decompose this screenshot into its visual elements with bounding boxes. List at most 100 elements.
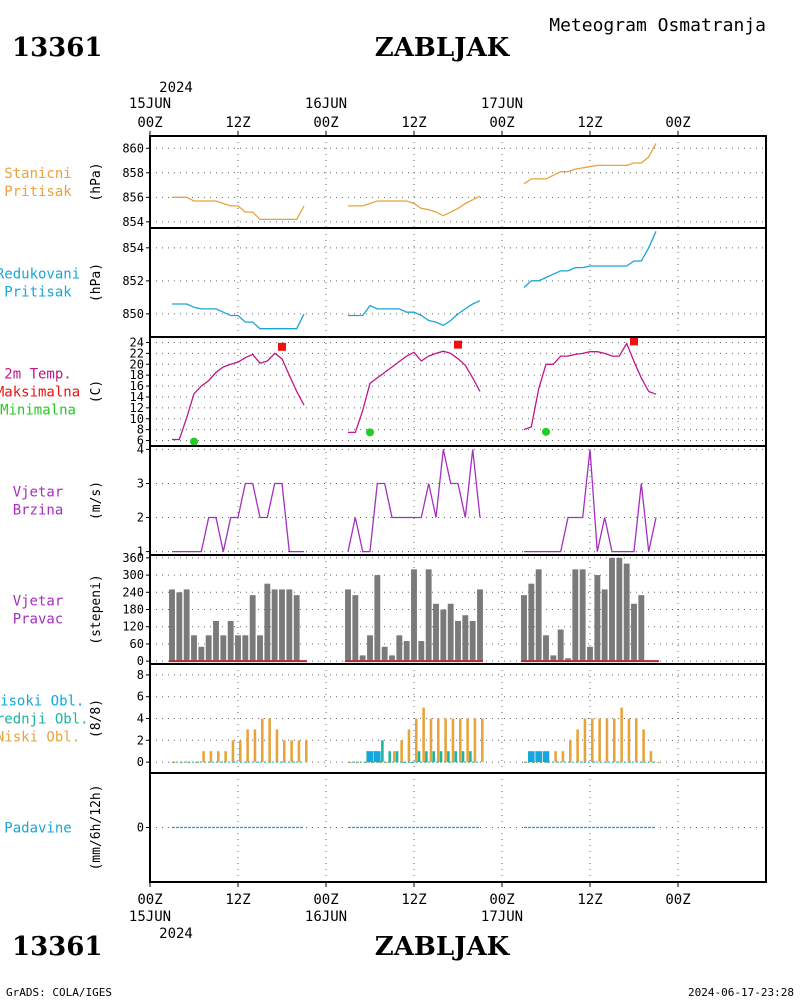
wind-direction-bar	[462, 615, 469, 662]
panel-label: 2m Temp.	[4, 367, 71, 383]
y-axis-unit: (hPa)	[89, 162, 104, 201]
wind-direction-bar	[352, 595, 359, 662]
y-tick-label: 180	[122, 603, 144, 617]
y-tick-label: 0	[137, 654, 144, 668]
station-pressure-line	[523, 143, 657, 185]
wind-direction-bar	[579, 569, 586, 662]
hour-label-top: 00Z	[313, 115, 338, 131]
low-cloud-bar	[598, 718, 601, 763]
date-label-top: 16JUN	[305, 96, 347, 112]
wind-direction-bar	[411, 569, 417, 662]
panel-label: Srednji Obl.	[0, 712, 89, 728]
wind-direction-bar	[587, 646, 593, 662]
wind-direction-bar	[433, 603, 439, 662]
y-tick-label: 6	[137, 690, 144, 704]
wind-direction-bar	[213, 620, 219, 662]
low-cloud-bar	[305, 740, 308, 763]
station-pressure-line	[348, 195, 481, 217]
wind-direction-bar	[477, 589, 483, 662]
mid-cloud-bar	[417, 751, 421, 763]
wind-direction-bar	[565, 658, 571, 662]
wind-direction-bar	[638, 595, 645, 662]
product-title: Meteogram Osmatranja	[549, 15, 766, 36]
low-cloud-bar	[437, 718, 440, 763]
wind-direction-bar	[381, 646, 388, 662]
y-tick-label: 3	[137, 476, 144, 490]
mid-cloud-bar	[447, 751, 450, 763]
wind-direction-bar	[271, 589, 278, 662]
y-tick-label: 120	[122, 620, 144, 634]
y-tick-label: 850	[122, 307, 144, 321]
y-tick-label: 0	[137, 821, 144, 835]
y-tick-label: 860	[122, 141, 144, 155]
wind-direction-bar	[601, 589, 608, 662]
wind-direction-bar	[455, 620, 461, 662]
mid-cloud-bar	[469, 751, 472, 763]
date-label-bottom: 17JUN	[481, 909, 523, 925]
low-cloud-bar	[561, 751, 565, 763]
temperature-line	[172, 352, 305, 441]
low-cloud-bar	[481, 718, 484, 763]
high-cloud-bar	[535, 751, 542, 763]
wind-direction-bar	[198, 646, 205, 662]
y-tick-label: 16	[130, 379, 144, 393]
reduced-pressure-line	[523, 231, 657, 288]
y-tick-label: 60	[130, 637, 144, 651]
tmax-marker	[278, 342, 286, 351]
panel-label: Pritisak	[4, 184, 72, 200]
low-cloud-bar	[231, 740, 235, 763]
footer-timestamp: 2024-06-17-23:28	[688, 986, 794, 999]
low-cloud-bar	[451, 718, 455, 763]
wind-direction-bar	[345, 589, 351, 662]
mid-cloud-bar	[410, 762, 413, 764]
y-tick-label: 6	[137, 434, 144, 448]
wind-direction-bar	[235, 635, 241, 662]
y-axis-unit: (C)	[89, 380, 104, 403]
y-axis-unit: (8/8)	[89, 699, 104, 738]
y-tick-label: 18	[130, 368, 144, 382]
low-cloud-bar	[261, 718, 264, 763]
y-tick-label: 854	[122, 215, 144, 229]
y-tick-label: 8	[137, 668, 144, 682]
low-cloud-bar	[393, 751, 396, 763]
low-cloud-bar	[525, 762, 528, 764]
wind-direction-bar	[550, 655, 557, 662]
wind-direction-bar	[543, 635, 549, 662]
low-cloud-bar	[275, 729, 279, 763]
temperature-line	[523, 342, 657, 431]
y-tick-label: 1	[137, 545, 144, 559]
mid-cloud-bar	[388, 751, 391, 763]
station-id-bottom: 13361	[12, 932, 102, 962]
wind-direction-bar	[176, 592, 183, 662]
wind-speed-line	[172, 482, 304, 553]
panel-label: Padavine	[4, 821, 71, 837]
low-cloud-bar	[444, 718, 447, 763]
wind-direction-bar	[418, 641, 425, 662]
low-cloud-bar	[268, 718, 271, 763]
low-cloud-bar	[473, 718, 477, 763]
y-tick-label: 4	[137, 712, 144, 726]
y-axis-unit: (hPa)	[89, 263, 104, 302]
wind-direction-bar	[557, 629, 564, 662]
tmax-marker	[630, 337, 638, 346]
low-cloud-bar	[209, 751, 213, 763]
low-cloud-bar	[407, 729, 411, 763]
tmin-marker	[190, 437, 198, 446]
low-cloud-bar	[554, 751, 557, 763]
panel-frame	[149, 227, 767, 338]
wind-direction-bar	[220, 635, 227, 662]
y-tick-label: 10	[130, 412, 144, 426]
wind-direction-bar	[440, 609, 447, 662]
low-cloud-bar	[466, 718, 469, 763]
hour-label-top: 00Z	[137, 115, 162, 131]
panel-frame	[149, 663, 767, 774]
low-cloud-bar	[613, 718, 616, 763]
wind-direction-bar	[521, 595, 527, 662]
y-axis-unit: (m/s)	[89, 481, 104, 520]
hour-label-bottom: 12Z	[401, 892, 426, 908]
wind-direction-bar	[257, 635, 263, 662]
hour-label-top: 00Z	[489, 115, 514, 131]
station-name-bottom: ZABLJAK	[375, 932, 511, 962]
y-tick-label: 24	[130, 335, 144, 349]
wind-direction-bar	[191, 635, 197, 662]
